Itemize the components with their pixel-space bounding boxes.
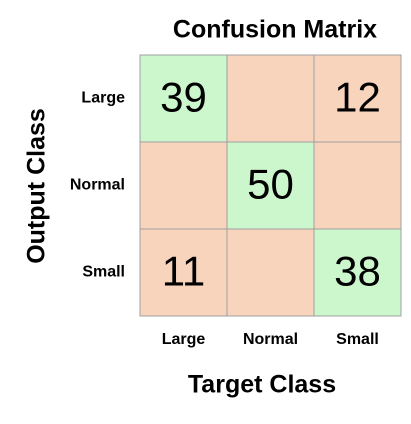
- y-tick-label: Small: [82, 264, 125, 281]
- cell: [139, 141, 228, 230]
- x-tick-label: Normal: [243, 331, 298, 348]
- cell: [313, 228, 402, 317]
- cell-value: 12: [334, 74, 381, 121]
- cell: [226, 228, 315, 317]
- x-axis-label: Target Class: [188, 371, 336, 399]
- cell-value: 39: [160, 74, 207, 121]
- cell-value: 11: [162, 248, 206, 295]
- cell: [313, 141, 402, 230]
- chart-title: Confusion Matrix: [173, 16, 377, 44]
- cell: [226, 141, 315, 230]
- y-tick-label: Normal: [70, 177, 125, 194]
- cell: [139, 228, 228, 317]
- cell: [226, 54, 315, 143]
- x-tick-label: Large: [162, 331, 206, 348]
- cell-value: 38: [334, 248, 381, 295]
- cell: [139, 54, 228, 143]
- y-axis-label: Output Class: [23, 108, 51, 264]
- y-tick-label: Large: [81, 90, 125, 107]
- cell: [313, 54, 402, 143]
- cell-value: 50: [247, 161, 294, 208]
- x-tick-label: Small: [336, 331, 379, 348]
